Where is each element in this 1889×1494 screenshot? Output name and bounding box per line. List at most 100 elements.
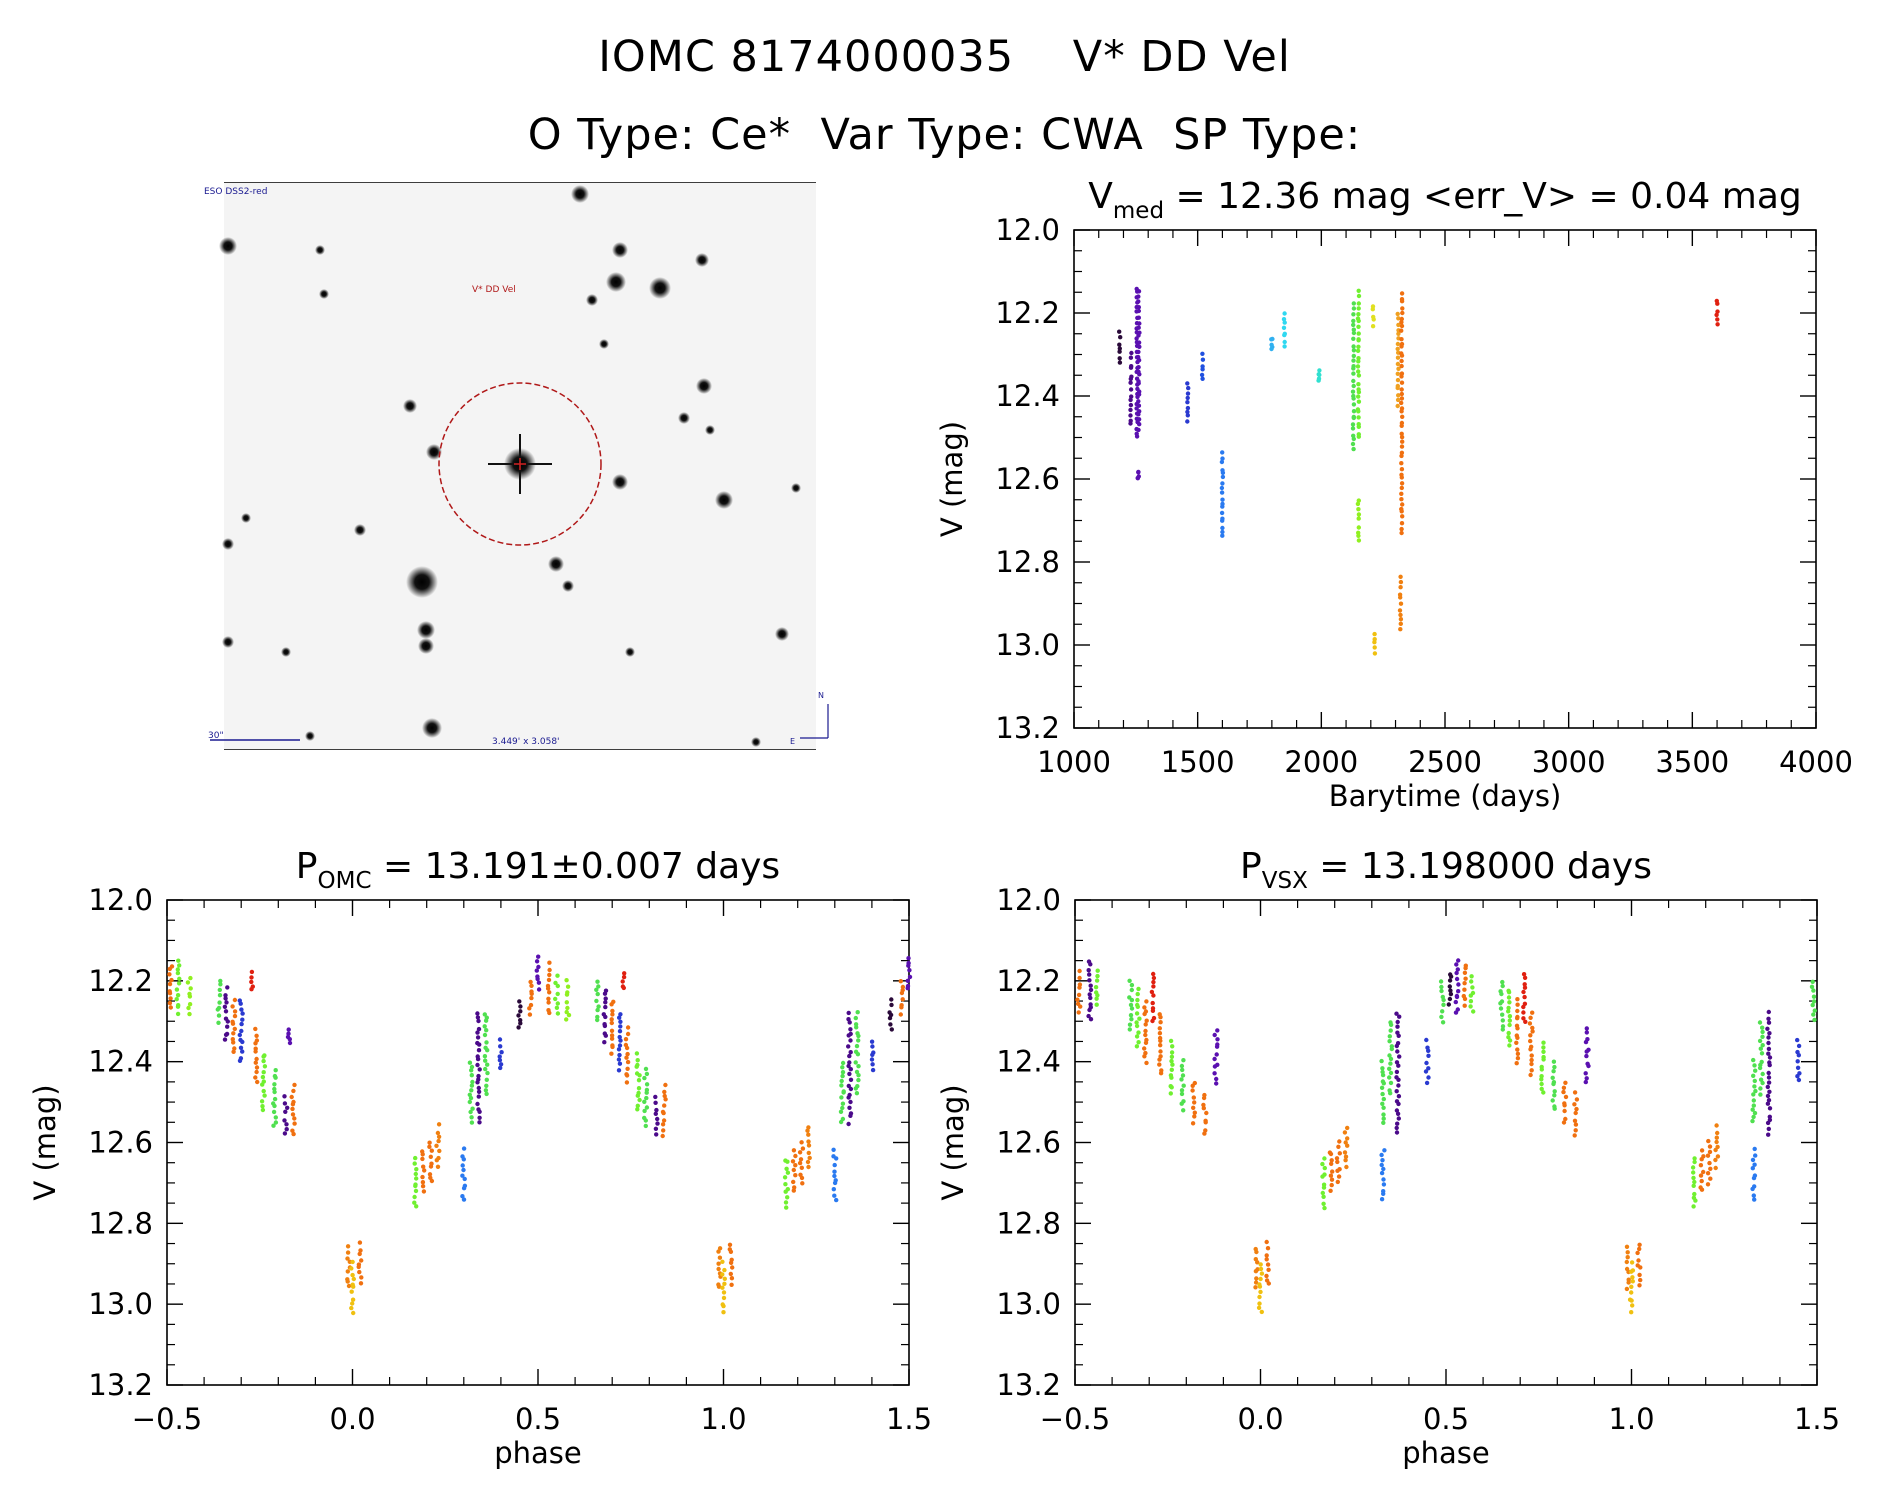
- phase_omc-point: [853, 1015, 858, 1021]
- phase_omc-point: [237, 1058, 243, 1064]
- lightcurve-point: [1397, 608, 1403, 613]
- phase_vsx-point: [1087, 972, 1092, 977]
- lightcurve-point: [1351, 378, 1356, 384]
- phase_omc-point: [634, 1051, 640, 1056]
- phase_omc-point: [351, 1310, 356, 1316]
- phase_omc-point: [624, 1055, 629, 1060]
- phase_omc-point: [662, 1103, 667, 1108]
- phase_omc-point: [359, 1275, 364, 1280]
- lightcurve-point: [1129, 350, 1134, 356]
- phase_vsx-point: [1563, 1116, 1568, 1122]
- phase_omc-point: [564, 1017, 569, 1022]
- phase_vsx-point: [1528, 1015, 1533, 1020]
- phase_vsx-point: [1342, 1130, 1348, 1135]
- phase_vsx-point: [1095, 968, 1100, 973]
- phase_vsx-point: [1500, 1024, 1506, 1029]
- lightcurve-point: [1399, 434, 1405, 440]
- phase_vsx-point: [1180, 1073, 1186, 1078]
- phase_omc-point: [848, 1050, 853, 1055]
- phase_omc-point: [232, 1009, 238, 1014]
- phase_omc-point: [848, 1086, 854, 1092]
- phase_omc-point: [889, 1002, 894, 1008]
- phase_omc-point: [434, 1158, 439, 1163]
- phase_omc-point: [610, 1008, 615, 1014]
- phase_vsx-point: [1129, 1017, 1134, 1022]
- phase_vsx-point: [1624, 1244, 1630, 1250]
- phase_vsx-point: [1630, 1279, 1636, 1284]
- lightcurve-point: [1117, 356, 1122, 361]
- lightcurve-point: [1136, 417, 1142, 422]
- phase_omc-point: [637, 1073, 642, 1078]
- phase_vsx-point: [1320, 1174, 1325, 1179]
- lightcurve-point: [1317, 372, 1322, 378]
- phase_vsx-ytick-label: 12.8: [996, 1206, 1061, 1240]
- lightcurve-point: [1400, 310, 1405, 316]
- phase_omc-point: [518, 1021, 523, 1026]
- phase_vsx-point: [1330, 1169, 1335, 1174]
- phase_omc-point: [238, 1045, 244, 1051]
- phase_vsx-point: [1151, 979, 1156, 985]
- phase_omc-point: [262, 1093, 267, 1098]
- phase_omc-point: [497, 1058, 503, 1063]
- phase_vsx-point: [1714, 1135, 1720, 1140]
- lightcurve-point: [1400, 514, 1405, 519]
- phase_omc-point: [350, 1272, 355, 1278]
- lightcurve-point: [1200, 367, 1205, 372]
- phase_omc-point: [261, 1054, 266, 1059]
- lightcurve-point: [1185, 419, 1190, 424]
- phase_vsx-point: [1551, 1069, 1556, 1074]
- phase_vsx-point: [1179, 1088, 1185, 1093]
- phase_omc-point: [461, 1146, 467, 1151]
- phase_vsx-point: [1583, 1079, 1589, 1085]
- phase_omc-point: [271, 1109, 277, 1115]
- phase_vsx-point: [1752, 1078, 1758, 1084]
- phase_omc-point: [784, 1166, 789, 1172]
- lightcurve-point: [1396, 322, 1401, 328]
- phase_vsx-point: [1342, 1150, 1348, 1155]
- phase_omc-point: [239, 1021, 244, 1027]
- phase_omc-point: [482, 1012, 487, 1017]
- phase_vsx-point: [1448, 974, 1454, 979]
- phase_omc-point: [188, 986, 193, 991]
- phase_omc-point: [722, 1267, 727, 1273]
- phase_vsx-point: [1395, 1049, 1400, 1054]
- phase_vsx-point: [1765, 1093, 1771, 1099]
- phase_omc-point: [470, 1106, 475, 1111]
- phase_omc-point: [282, 1101, 288, 1106]
- phase_omc-point: [356, 1264, 361, 1270]
- lightcurve-point: [1399, 396, 1405, 401]
- phase_vsx-point: [1552, 1106, 1557, 1111]
- phase_omc-point: [498, 1065, 503, 1071]
- star-field: [219, 185, 801, 747]
- phase_vsx-point: [1134, 1020, 1139, 1025]
- phase_omc-point: [291, 1131, 296, 1137]
- lightcurve-point: [1399, 509, 1404, 514]
- phase_vsx-point: [1169, 1075, 1174, 1080]
- phase_omc-point: [413, 1155, 418, 1161]
- phase_vsx-point: [1093, 985, 1099, 990]
- lightcurve-point: [1356, 394, 1361, 399]
- phase_omc-point: [603, 1033, 608, 1038]
- phase_vsx-point: [1215, 1037, 1220, 1042]
- phase_vsx-point: [1088, 1017, 1094, 1022]
- phase_omc-point: [223, 1009, 229, 1014]
- phase_omc-point: [869, 1039, 875, 1044]
- phase_omc-point: [617, 1061, 623, 1066]
- lightcurve-point: [1351, 366, 1356, 371]
- finder-chart: ESO DSS2-red V* DD Vel 30" 3.449' x 3.05…: [200, 182, 840, 750]
- phase_vsx-point: [1499, 991, 1504, 997]
- phase_vsx-point: [1584, 1053, 1589, 1059]
- phase_vsx-point: [1266, 1281, 1272, 1286]
- lightcurve-point: [1356, 415, 1361, 420]
- lightcurve-point: [1356, 525, 1362, 530]
- phase_vsx-xtick-label: 0.0: [1237, 1402, 1283, 1436]
- phase_omc-point: [225, 1019, 230, 1024]
- phase_vsx-point: [1506, 1035, 1511, 1040]
- phase_vsx-point: [1394, 1043, 1400, 1049]
- phase_omc-point: [216, 1020, 221, 1025]
- phase_omc-point: [284, 1122, 289, 1127]
- lightcurve-point: [1351, 348, 1357, 353]
- phase_omc-point: [223, 996, 228, 1001]
- phase_vsx-point: [1379, 1162, 1384, 1168]
- phase_vsx-point: [1573, 1110, 1578, 1116]
